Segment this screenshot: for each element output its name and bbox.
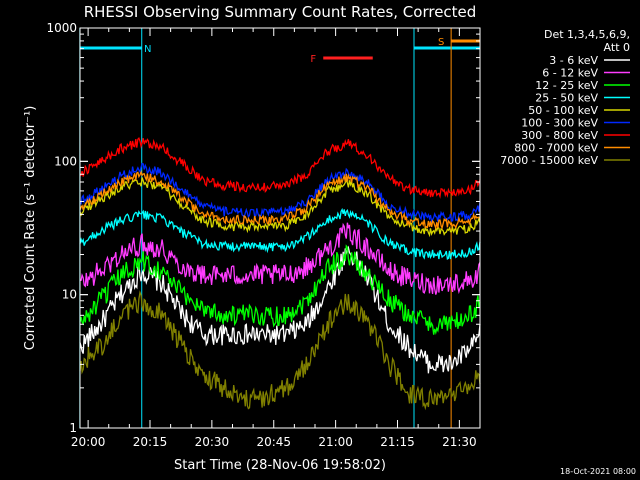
x-tick-label: 20:15 bbox=[133, 435, 168, 449]
series-line-5 bbox=[79, 177, 481, 238]
series-line-6 bbox=[79, 162, 481, 224]
flag-N-label: N bbox=[144, 44, 151, 55]
series-layer bbox=[79, 137, 481, 411]
legend-label: 300 - 800 keV bbox=[521, 129, 598, 142]
x-tick-label: 21:30 bbox=[442, 435, 477, 449]
y-tick-label: 10 bbox=[62, 288, 77, 302]
legend-label: 100 - 300 keV bbox=[521, 117, 598, 130]
y-axis-label: Corrected Count Rate (s⁻¹ detector⁻¹) bbox=[23, 106, 38, 351]
legend-label: 12 - 25 keV bbox=[535, 79, 598, 92]
plot-area: N F S 1 10 100 1000 20:00 20:15 20:30 20:45 21:00… bbox=[46, 21, 481, 449]
legend-label: 800 - 7000 keV bbox=[514, 142, 598, 155]
plot-frame bbox=[79, 27, 481, 429]
legend-header-line-1: Det 1,3,4,5,6,9, bbox=[544, 28, 630, 41]
x-axis: 20:00 20:15 20:30 20:45 21:00 21:15 21:30 bbox=[71, 28, 481, 449]
x-axis-label: Start Time (28-Nov-06 19:58:02) bbox=[174, 458, 386, 473]
flag-S-label: S bbox=[438, 37, 444, 48]
x-tick-label: 21:15 bbox=[380, 435, 415, 449]
series-line-8 bbox=[79, 170, 481, 231]
x-tick-label: 21:00 bbox=[318, 435, 353, 449]
legend-label: 3 - 6 keV bbox=[549, 54, 598, 67]
legend-label: 25 - 50 keV bbox=[535, 92, 598, 105]
generated-timestamp: 18-Oct-2021 08:00 bbox=[560, 467, 636, 476]
series-line-3 bbox=[79, 244, 481, 335]
legend-header-line-2: Att 0 bbox=[604, 41, 630, 54]
y-tick-label: 1 bbox=[69, 421, 77, 435]
y-tick-label: 1000 bbox=[46, 21, 77, 35]
y-axis: 1 10 100 1000 bbox=[46, 21, 480, 435]
y-tick-label: 100 bbox=[54, 154, 77, 168]
chart-title: RHESSI Observing Summary Count Rates, Co… bbox=[84, 3, 477, 21]
x-tick-label: 20:45 bbox=[256, 435, 291, 449]
flag-F-label: F bbox=[310, 54, 316, 65]
x-tick-label: 20:00 bbox=[71, 435, 106, 449]
x-tick-label: 20:30 bbox=[195, 435, 230, 449]
series-line-7 bbox=[79, 137, 481, 199]
series-line-9 bbox=[79, 290, 481, 411]
legend-label: 7000 - 15000 keV bbox=[500, 154, 598, 167]
series-line-4 bbox=[79, 207, 481, 260]
series-line-2 bbox=[79, 222, 481, 295]
series-line-1 bbox=[79, 245, 481, 374]
legend-label: 50 - 100 keV bbox=[528, 104, 598, 117]
legend-label: 6 - 12 keV bbox=[542, 67, 598, 80]
